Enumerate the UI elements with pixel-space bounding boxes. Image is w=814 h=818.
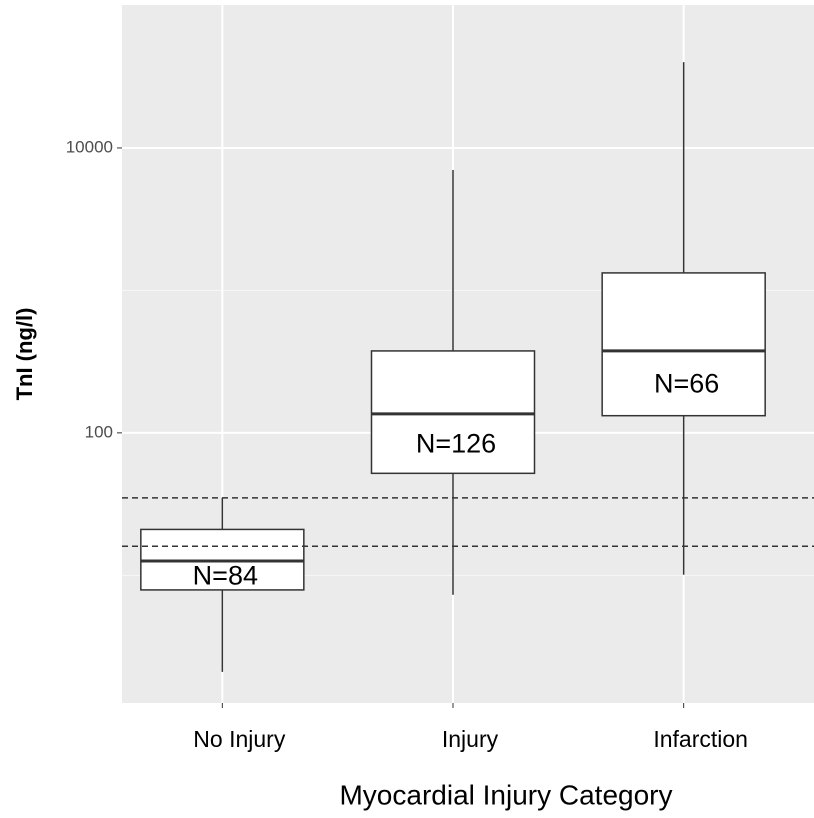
y-axis-title: TnI (ng/l): [12, 308, 37, 401]
y-tick-label: 100: [85, 422, 113, 441]
x-tick-label: Infarction: [653, 726, 748, 752]
x-tick-label: No Injury: [193, 726, 286, 752]
box: [370, 350, 536, 475]
y-tick-label: 10000: [66, 137, 113, 156]
annotation: N=66: [654, 368, 719, 398]
x-axis-title: Myocardial Injury Category: [339, 779, 672, 810]
annotation: N=126: [416, 429, 496, 459]
plot: 100 10000 No Injury Injury Infarction N=84 N=1…: [66, 5, 814, 752]
x-tick-label: Injury: [442, 726, 499, 752]
annotation: N=84: [193, 561, 258, 591]
box: [601, 272, 766, 417]
